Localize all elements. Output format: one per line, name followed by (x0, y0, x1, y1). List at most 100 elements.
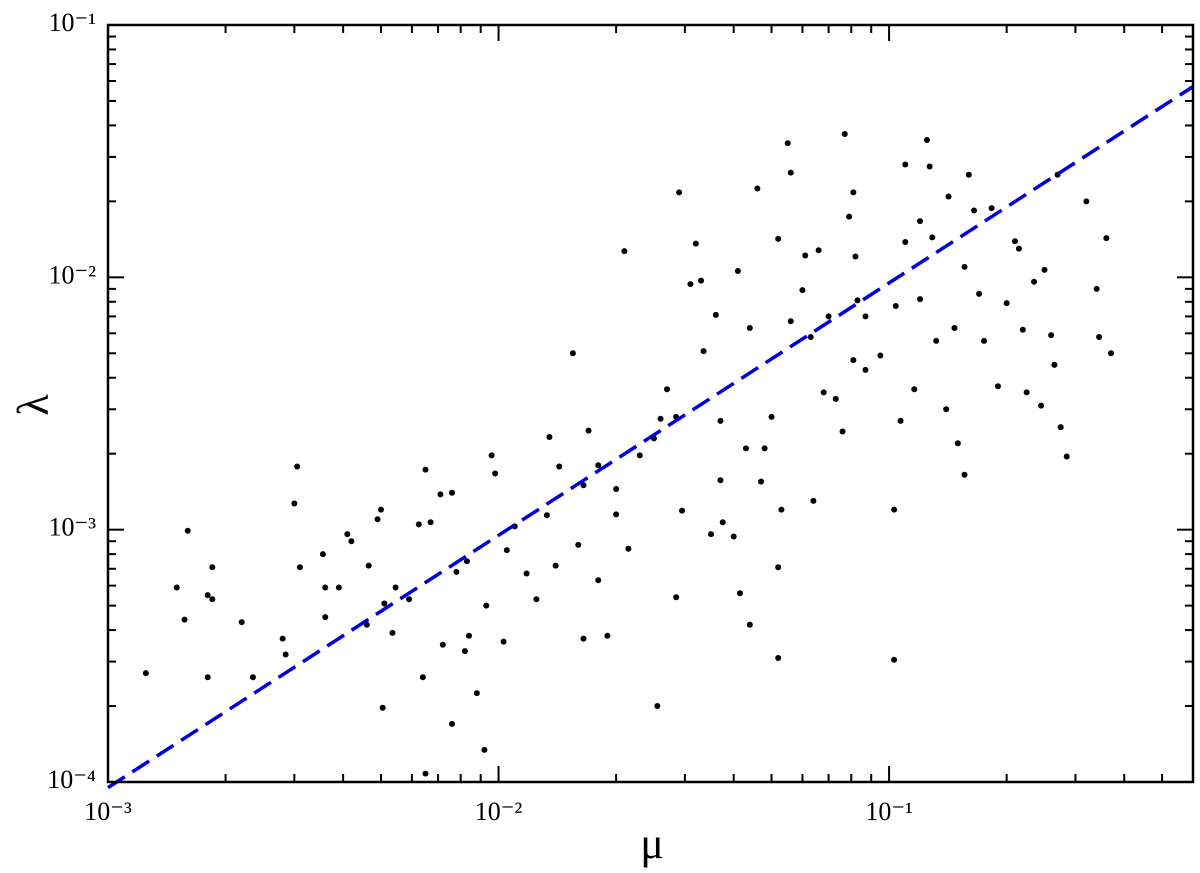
data-point (322, 584, 329, 591)
data-point (209, 564, 216, 571)
data-point (746, 621, 753, 628)
data-point (850, 189, 857, 196)
data-point (754, 185, 761, 192)
data-point (976, 290, 983, 297)
data-point (595, 462, 602, 469)
data-point (730, 533, 737, 540)
data-point (862, 313, 869, 320)
data-point (891, 506, 898, 513)
plot-frame (106, 23, 1195, 784)
data-point (556, 463, 563, 470)
data-point (613, 485, 620, 492)
data-point (1023, 389, 1030, 396)
data-point (687, 281, 694, 288)
data-point (719, 519, 726, 526)
data-point (1019, 326, 1026, 333)
data-point (365, 562, 372, 569)
data-point (419, 674, 426, 681)
data-point (546, 433, 553, 440)
data-point (1103, 235, 1110, 242)
data-point (654, 703, 661, 710)
data-point (926, 163, 933, 170)
data-point (569, 350, 576, 357)
data-point (595, 577, 602, 584)
data-point (348, 538, 355, 545)
data-point (657, 415, 664, 422)
data-point (965, 171, 972, 178)
data-point (621, 248, 628, 255)
data-point (698, 277, 705, 284)
data-point (533, 596, 540, 603)
data-point (954, 440, 961, 447)
data-point (877, 352, 884, 359)
data-point (483, 602, 490, 609)
data-point (344, 531, 351, 538)
y-tick-label: 10⁻² (48, 260, 96, 289)
data-point (673, 594, 680, 601)
data-point (700, 348, 707, 355)
data-point (988, 205, 995, 212)
data-point (1003, 300, 1010, 307)
data-point (335, 584, 342, 591)
data-point (971, 207, 978, 214)
data-point (625, 545, 632, 552)
data-point (775, 235, 782, 242)
data-point (891, 656, 898, 663)
data-point (1031, 278, 1038, 285)
data-point (1083, 198, 1090, 205)
data-point (204, 592, 211, 599)
data-point (1041, 266, 1048, 273)
data-point (296, 564, 303, 571)
data-point (945, 193, 952, 200)
data-point (552, 562, 559, 569)
data-point (902, 239, 909, 246)
data-point (439, 641, 446, 648)
x-tick-label: 10⁻³ (84, 797, 132, 826)
data-point (943, 406, 950, 413)
data-point (1051, 361, 1058, 368)
data-point (717, 477, 724, 484)
data-point (802, 252, 809, 259)
data-point (1108, 350, 1115, 357)
data-point (981, 337, 988, 344)
data-point (778, 506, 785, 513)
data-point (585, 427, 592, 434)
data-point (613, 511, 620, 518)
x-axis-label: μ (640, 819, 664, 868)
data-point (415, 521, 422, 528)
data-point (523, 570, 530, 577)
data-point (465, 632, 472, 639)
data-point (422, 770, 429, 777)
data-point (453, 568, 460, 575)
data-point (961, 263, 968, 270)
data-point (580, 482, 587, 489)
data-point (492, 470, 499, 477)
data-point (543, 512, 550, 519)
data-point (319, 551, 326, 558)
data-point (294, 463, 301, 470)
x-tick-label: 10⁻² (475, 797, 523, 826)
data-point (679, 507, 686, 514)
data-point (209, 596, 216, 603)
data-point (746, 324, 753, 331)
data-point (897, 417, 904, 424)
data-point (427, 519, 434, 526)
data-point (389, 629, 396, 636)
data-point (473, 690, 480, 697)
data-point (422, 466, 429, 473)
y-tick-label: 10⁻³ (48, 513, 96, 542)
data-point (708, 531, 715, 538)
data-point (448, 489, 455, 496)
data-point (461, 648, 468, 655)
data-point (379, 704, 386, 711)
data-point (238, 619, 245, 626)
data-point (717, 417, 724, 424)
data-point (862, 366, 869, 373)
data-point (917, 218, 924, 225)
data-point (825, 313, 832, 320)
data-point (406, 596, 413, 603)
data-point (1063, 453, 1070, 460)
data-point (902, 161, 909, 168)
data-point (807, 334, 814, 341)
data-point (736, 590, 743, 597)
